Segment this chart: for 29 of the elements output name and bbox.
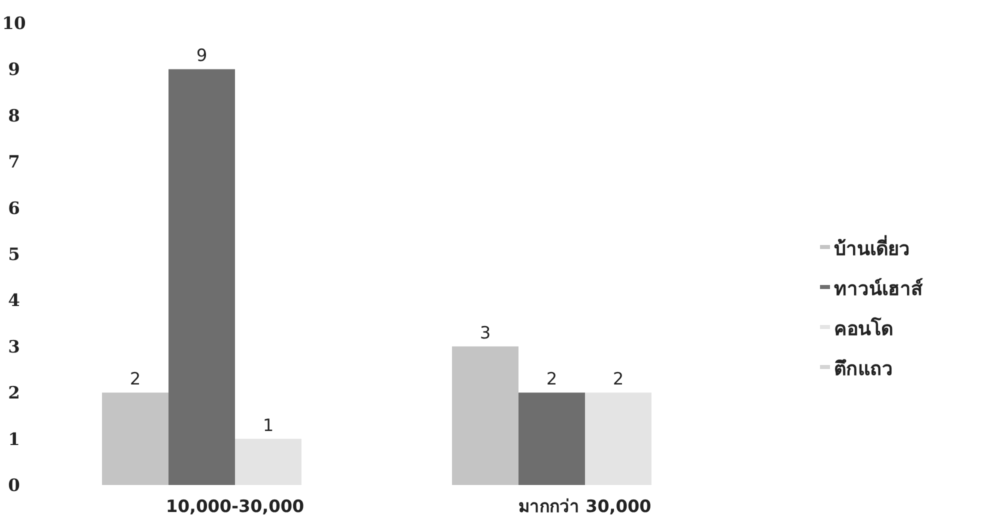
data-label: 9 xyxy=(196,46,208,66)
y-tick-label: 0 xyxy=(8,476,20,496)
legend-label: บ้านเดี่ยว xyxy=(834,235,910,260)
data-label: 2 xyxy=(546,370,558,390)
x-tick-label: 10,000-30,000 xyxy=(166,497,304,517)
y-tick-label: 3 xyxy=(8,337,20,358)
y-tick-label: 8 xyxy=(8,106,20,126)
bar xyxy=(585,392,652,485)
legend-label: ทาวน์เฮาส์ xyxy=(834,278,923,300)
bar xyxy=(102,392,168,485)
y-tick-label: 4 xyxy=(8,291,20,312)
y-tick-label: 9 xyxy=(8,60,20,80)
y-tick-label: 7 xyxy=(8,152,20,173)
y-tick-label: 6 xyxy=(8,198,20,219)
x-tick-label: มากกว่า 30,000 xyxy=(518,497,652,517)
y-tick-label: 2 xyxy=(8,384,20,404)
bar xyxy=(452,346,518,485)
y-tick-label: 10 xyxy=(2,14,26,34)
data-label: 2 xyxy=(612,370,624,390)
data-label: 1 xyxy=(262,416,274,436)
bar xyxy=(168,69,235,485)
bar xyxy=(235,438,302,485)
legend-label: คอนโด xyxy=(834,317,893,340)
y-tick-label: 1 xyxy=(8,430,20,450)
y-tick-label: 5 xyxy=(8,245,20,265)
data-label: 3 xyxy=(480,323,491,344)
legend-label: ตึกแถว xyxy=(834,358,893,380)
data-label: 2 xyxy=(130,370,141,390)
bar xyxy=(518,392,585,485)
